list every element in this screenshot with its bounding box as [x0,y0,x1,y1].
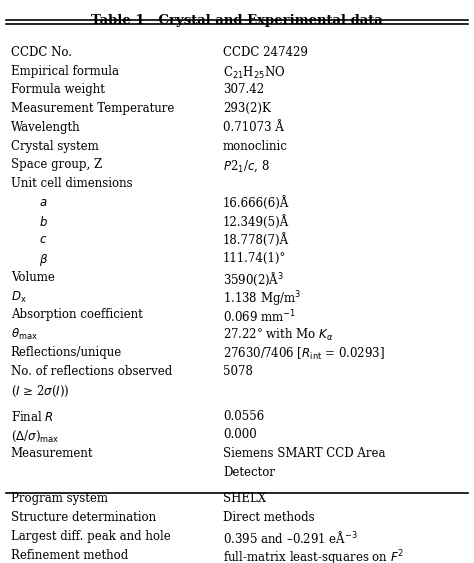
Text: CCDC 247429: CCDC 247429 [223,46,308,59]
Text: 111.74(1)°: 111.74(1)° [223,252,286,265]
Text: $a$: $a$ [39,196,47,209]
Text: $\theta$$_\mathrm{max}$: $\theta$$_\mathrm{max}$ [11,327,38,342]
Text: Direct methods: Direct methods [223,511,314,524]
Text: 0.395 and –0.291 eÅ$^{-3}$: 0.395 and –0.291 eÅ$^{-3}$ [223,530,358,546]
Text: 0.0556: 0.0556 [223,410,264,423]
Text: Reflections/unique: Reflections/unique [11,346,122,359]
Text: 18.778(7)Å: 18.778(7)Å [223,234,289,247]
Text: 293(2)K: 293(2)K [223,102,271,115]
Text: Wavelength: Wavelength [11,121,81,134]
Text: $c$: $c$ [39,234,47,247]
Text: 5078: 5078 [223,365,253,378]
Text: 3590(2)Å$^3$: 3590(2)Å$^3$ [223,271,283,288]
Text: $D$$_\mathrm{x}$: $D$$_\mathrm{x}$ [11,290,27,305]
Text: Unit cell dimensions: Unit cell dimensions [11,177,132,190]
Text: Space group, Z: Space group, Z [11,158,102,171]
Text: Volume: Volume [11,271,55,284]
Text: 27.22° with Mo $K$$_\alpha$: 27.22° with Mo $K$$_\alpha$ [223,327,334,343]
Text: Formula weight: Formula weight [11,83,105,96]
Text: Measurement Temperature: Measurement Temperature [11,102,174,115]
Text: No. of reflections observed: No. of reflections observed [11,365,172,378]
Text: 0.000: 0.000 [223,428,256,441]
Text: SHELX: SHELX [223,492,266,505]
Text: CCDC No.: CCDC No. [11,46,72,59]
Text: 0.069 mm$^{-1}$: 0.069 mm$^{-1}$ [223,309,296,325]
Text: ($I$ ≥ 2$\sigma$($I$)): ($I$ ≥ 2$\sigma$($I$)) [11,383,70,399]
Text: C$_{21}$H$_{25}$NO: C$_{21}$H$_{25}$NO [223,65,285,81]
Text: full-matrix least-squares on $F$$^2$: full-matrix least-squares on $F$$^2$ [223,548,403,563]
Text: Absorption coefficient: Absorption coefficient [11,309,143,321]
Text: Final $R$: Final $R$ [11,410,54,424]
Text: Structure determination: Structure determination [11,511,156,524]
Text: Table 1   Crystal and Experimental data: Table 1 Crystal and Experimental data [91,14,383,26]
Text: $\beta$: $\beta$ [39,252,48,268]
Text: 16.666(6)Å: 16.666(6)Å [223,196,289,210]
Text: 1.138 Mg/m$^3$: 1.138 Mg/m$^3$ [223,290,301,309]
Text: 27630/7406 [$R$$_\mathrm{int}$ = 0.0293]: 27630/7406 [$R$$_\mathrm{int}$ = 0.0293] [223,346,384,362]
Text: Detector: Detector [223,466,275,479]
Text: Largest diff. peak and hole: Largest diff. peak and hole [11,530,171,543]
Text: 307.42: 307.42 [223,83,264,96]
Text: $P$2$_1$/$c$, 8: $P$2$_1$/$c$, 8 [223,158,270,174]
Text: Empirical formula: Empirical formula [11,65,119,78]
Text: 0.71073 Å: 0.71073 Å [223,121,284,134]
Text: 12.349(5)Å: 12.349(5)Å [223,215,289,229]
Text: ($\Delta$/$\sigma$)$_\mathrm{max}$: ($\Delta$/$\sigma$)$_\mathrm{max}$ [11,428,59,444]
Text: $b$: $b$ [39,215,48,229]
Text: Siemens SMART CCD Area: Siemens SMART CCD Area [223,447,385,460]
Text: Crystal system: Crystal system [11,140,99,153]
Text: monoclinic: monoclinic [223,140,288,153]
Text: Measurement: Measurement [11,447,93,460]
Text: Refinement method: Refinement method [11,548,128,561]
Text: Program system: Program system [11,492,108,505]
